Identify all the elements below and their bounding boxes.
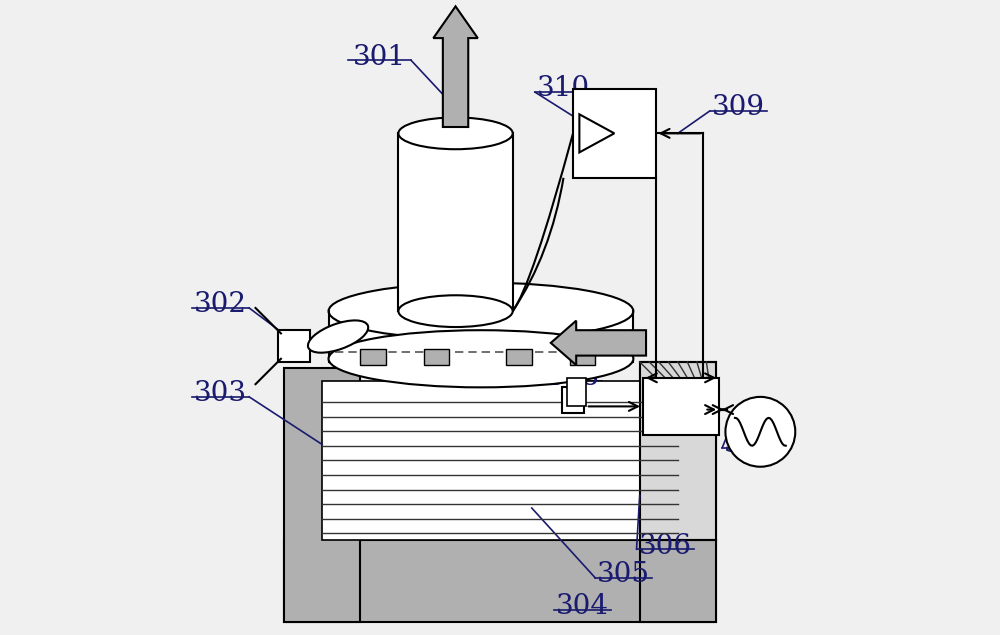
- Text: 303: 303: [194, 380, 247, 407]
- Bar: [573, 89, 656, 178]
- Text: 309: 309: [712, 95, 765, 121]
- Circle shape: [725, 397, 795, 467]
- Bar: [506, 349, 532, 365]
- Bar: [322, 381, 678, 540]
- Ellipse shape: [329, 283, 633, 340]
- Bar: [562, 387, 584, 413]
- Text: 304: 304: [556, 593, 609, 620]
- Ellipse shape: [329, 330, 633, 387]
- Polygon shape: [579, 114, 614, 152]
- Bar: [640, 362, 716, 540]
- Bar: [398, 133, 513, 311]
- Ellipse shape: [398, 295, 513, 327]
- Bar: [329, 311, 633, 362]
- Bar: [640, 368, 716, 622]
- Text: 301: 301: [353, 44, 406, 70]
- Bar: [424, 349, 449, 365]
- Text: 306: 306: [639, 533, 692, 559]
- Ellipse shape: [308, 321, 368, 352]
- Bar: [278, 330, 310, 362]
- Bar: [643, 378, 719, 435]
- FancyArrow shape: [551, 321, 646, 365]
- Text: 305: 305: [597, 561, 650, 588]
- Text: 310: 310: [537, 76, 590, 102]
- Bar: [284, 368, 360, 622]
- Bar: [284, 540, 716, 622]
- Bar: [570, 349, 595, 365]
- Text: 308: 308: [547, 364, 600, 391]
- Text: 302: 302: [194, 291, 247, 318]
- Ellipse shape: [398, 117, 513, 149]
- FancyArrow shape: [433, 6, 478, 127]
- Bar: [567, 378, 586, 406]
- Text: 307: 307: [724, 431, 777, 458]
- Bar: [360, 349, 386, 365]
